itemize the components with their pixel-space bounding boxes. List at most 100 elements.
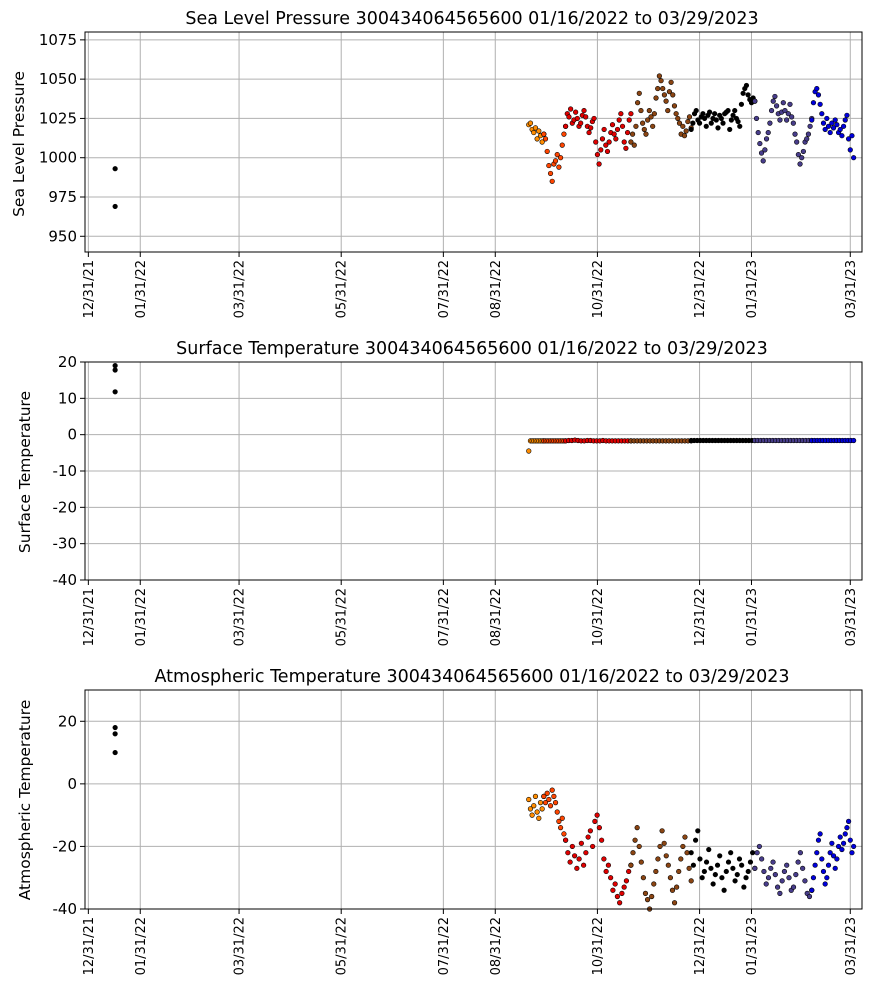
sea-level-pressure-point: [772, 93, 778, 100]
sea-level-pressure-point: [773, 103, 780, 109]
sea-level-pressure-point: [720, 120, 726, 126]
sea-level-pressure-point: [656, 73, 662, 79]
sea-level-pressure-point: [686, 114, 693, 120]
surface-temperature-xtick-label: 01/31/23: [745, 588, 760, 646]
atmospheric-temperature-point: [569, 843, 575, 850]
sea-level-pressure-point: [547, 170, 554, 177]
sea-level-pressure-point: [760, 158, 766, 164]
atmospheric-temperature-xtick-label: 05/31/22: [335, 917, 350, 975]
atmospheric-temperature-point: [112, 731, 118, 737]
sea-level-pressure-point: [832, 117, 838, 123]
atmospheric-temperature-point: [706, 846, 712, 853]
sea-level-pressure-point: [631, 142, 637, 148]
sea-level-pressure-point: [763, 136, 770, 142]
sea-level-pressure-point: [752, 98, 758, 104]
atmospheric-temperature-point: [612, 881, 618, 887]
atmospheric-temperature-point: [844, 825, 850, 831]
sea-level-pressure-point: [573, 109, 579, 115]
sea-level-pressure-point: [849, 133, 855, 139]
sea-level-pressure-point: [795, 151, 801, 158]
atmospheric-temperature-point: [832, 865, 838, 871]
sea-level-pressure-point: [696, 120, 703, 126]
sea-level-pressure-point: [792, 131, 798, 137]
sea-level-pressure-point: [770, 98, 776, 104]
atmospheric-temperature-point: [547, 803, 554, 809]
sea-level-pressure-point: [712, 111, 718, 117]
atmospheric-temperature-point: [599, 837, 605, 843]
sea-level-pressure-point: [559, 142, 565, 148]
atmospheric-temperature-point: [812, 862, 818, 868]
atmospheric-temperature-point: [774, 884, 781, 890]
atmospheric-temperature-points: [112, 724, 857, 912]
sea-level-pressure-point: [661, 92, 668, 98]
atmospheric-temperature-point: [649, 893, 655, 900]
atmospheric-temperature-point: [554, 809, 560, 815]
atmospheric-temperature-point: [708, 865, 714, 871]
sea-level-pressure-point: [680, 123, 686, 129]
sea-level-pressure-point: [740, 90, 746, 96]
atmospheric-temperature-point: [714, 862, 721, 868]
atmospheric-temperature-point: [623, 878, 630, 884]
sea-level-pressure-point: [546, 162, 552, 169]
sea-level-pressure-point: [599, 136, 606, 142]
sea-level-pressure-point: [581, 107, 587, 114]
atmospheric-temperature-point: [544, 790, 550, 796]
atmospheric-temperature-point: [761, 868, 767, 875]
sea-level-pressure-point: [703, 123, 709, 129]
sea-level-pressure-point: [583, 114, 589, 120]
atmospheric-temperature-point: [621, 884, 627, 890]
atmospheric-temperature-point: [819, 856, 825, 862]
sea-level-pressure-point: [532, 125, 539, 131]
atmospheric-temperature-point: [669, 887, 676, 893]
atmospheric-temperature-point: [552, 800, 559, 806]
sea-level-pressure-point: [819, 111, 825, 117]
atmospheric-temperature-point: [617, 900, 623, 906]
sea-level-pressure-point: [666, 89, 673, 95]
atmospheric-temperature-point: [747, 859, 754, 865]
sea-level-pressure-panel: Sea Level Pressure 300434064565600 01/16…: [10, 9, 863, 318]
sea-level-pressure-point: [797, 161, 803, 167]
atmospheric-temperature-point: [532, 793, 539, 799]
sea-level-pressure-point: [541, 131, 547, 137]
sea-level-pressure-point: [614, 126, 621, 133]
sea-level-pressure-point: [594, 151, 601, 158]
atmospheric-temperature-point: [671, 900, 678, 906]
sea-level-pressure-point: [728, 117, 734, 123]
sea-level-pressure-point: [839, 133, 845, 139]
sea-level-pressure-point: [556, 164, 562, 170]
atmospheric-temperature-point: [644, 897, 651, 903]
sea-level-pressure-point: [785, 111, 791, 117]
atmospheric-temperature-point: [546, 796, 552, 803]
sea-level-pressure-point: [633, 123, 639, 129]
sea-level-pressure-point: [641, 126, 647, 133]
surface-temperature-ytick-label: 10: [58, 389, 77, 407]
atmospheric-temperature-point: [770, 859, 776, 865]
atmospheric-temperature-point: [797, 850, 803, 856]
sea-level-pressure-point: [851, 155, 857, 161]
atmospheric-temperature-point: [638, 859, 644, 865]
sea-level-pressure-point: [673, 111, 679, 117]
surface-temperature-xtick-label: 12/31/21: [82, 588, 97, 646]
sea-level-pressure-point: [628, 111, 634, 117]
surface-temperature-point: [112, 389, 118, 395]
sea-level-pressure-xtick-label: 01/31/23: [745, 260, 760, 318]
atmospheric-temperature-point: [688, 878, 694, 884]
atmospheric-temperature-xtick-label: 03/31/22: [233, 917, 248, 975]
surface-temperature-xtick-label: 07/31/22: [437, 588, 452, 646]
sea-level-pressure-point: [753, 115, 760, 122]
sea-level-pressure-ytick-label: 1025: [39, 109, 77, 127]
atmospheric-temperature-point: [603, 868, 609, 875]
sea-level-pressure-point: [815, 92, 822, 98]
atmospheric-temperature-point: [578, 840, 584, 846]
sea-level-pressure-point: [755, 129, 761, 136]
atmospheric-temperature-point: [551, 793, 557, 799]
sea-level-pressure-point: [601, 126, 607, 133]
atmospheric-temperature-point: [559, 815, 565, 821]
atmospheric-temperature-point: [777, 890, 783, 896]
atmospheric-temperature-point: [745, 868, 751, 875]
surface-temperature-ytick-label: -20: [53, 498, 78, 516]
sea-level-pressure-point: [830, 125, 837, 131]
sea-level-pressure-title: Sea Level Pressure 300434064565600 01/16…: [185, 9, 758, 29]
sea-level-pressure-point: [757, 140, 763, 147]
atmospheric-temperature-point: [581, 862, 587, 868]
